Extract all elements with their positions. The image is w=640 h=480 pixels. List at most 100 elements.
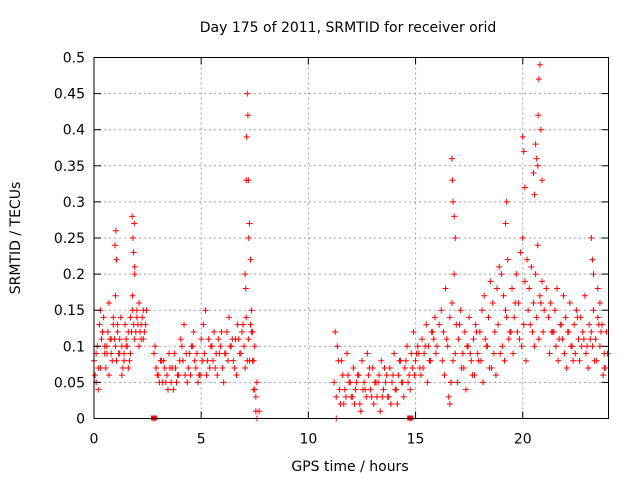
data-point	[418, 336, 425, 343]
data-point	[562, 314, 569, 321]
data-point	[349, 393, 356, 400]
data-point	[445, 393, 452, 400]
data-point	[377, 408, 384, 415]
data-point	[178, 343, 185, 350]
data-point	[223, 328, 230, 335]
x-axis-title: GPS time / hours	[291, 459, 408, 475]
data-point	[199, 357, 206, 364]
data-point	[457, 307, 464, 314]
data-point	[356, 401, 363, 408]
data-point	[539, 278, 546, 285]
data-point	[207, 343, 214, 350]
data-point	[566, 299, 573, 306]
data-point	[449, 177, 456, 184]
data-point	[247, 321, 254, 328]
data-point	[438, 307, 445, 314]
data-point	[555, 357, 562, 364]
data-point	[212, 364, 219, 371]
data-point	[370, 401, 377, 408]
data-point	[459, 350, 466, 357]
data-point	[557, 321, 564, 328]
data-point	[123, 343, 130, 350]
data-point	[421, 350, 428, 357]
data-point	[531, 343, 538, 350]
data-point	[502, 220, 509, 227]
data-point	[209, 357, 216, 364]
data-point	[536, 61, 543, 68]
data-point	[366, 364, 373, 371]
data-point	[575, 336, 582, 343]
data-point	[247, 256, 254, 263]
data-point	[251, 386, 258, 393]
data-point	[173, 379, 180, 386]
data-point	[167, 364, 174, 371]
data-point	[543, 285, 550, 292]
data-point	[533, 155, 540, 162]
data-point	[372, 379, 379, 386]
data-point	[99, 328, 106, 335]
data-point	[252, 393, 259, 400]
data-point	[219, 364, 226, 371]
data-point	[129, 292, 136, 299]
data-point	[449, 155, 456, 162]
data-point	[521, 278, 528, 285]
data-point	[472, 321, 479, 328]
data-point	[246, 220, 253, 227]
data-point	[192, 364, 199, 371]
data-points	[91, 61, 611, 422]
data-point	[363, 393, 370, 400]
data-point	[112, 343, 119, 350]
data-point	[101, 343, 108, 350]
data-point	[601, 364, 608, 371]
data-point	[574, 314, 581, 321]
y-tick-label: 0.4	[63, 123, 85, 139]
data-point	[417, 372, 424, 379]
data-point	[410, 328, 417, 335]
data-point	[480, 379, 487, 386]
data-point	[203, 372, 210, 379]
data-point	[121, 357, 128, 364]
data-point	[402, 357, 409, 364]
data-point	[451, 213, 458, 220]
data-point	[567, 343, 574, 350]
data-point	[114, 321, 121, 328]
x-tick-label: 20	[514, 432, 532, 448]
data-point	[531, 191, 538, 198]
data-point	[503, 314, 510, 321]
data-point	[226, 314, 233, 321]
y-tick-label: 0.15	[54, 303, 85, 319]
data-point	[490, 350, 497, 357]
data-point	[170, 386, 177, 393]
data-point	[158, 357, 165, 364]
data-point	[395, 372, 402, 379]
data-point	[592, 336, 599, 343]
data-point	[458, 364, 465, 371]
data-point	[103, 350, 110, 357]
data-point	[116, 350, 123, 357]
data-point	[332, 328, 339, 335]
data-point	[450, 357, 457, 364]
data-point	[125, 364, 132, 371]
data-point	[331, 379, 338, 386]
data-point	[224, 357, 231, 364]
data-point	[561, 350, 568, 357]
data-point	[512, 299, 519, 306]
data-point	[563, 364, 570, 371]
data-point	[242, 285, 249, 292]
data-point	[127, 314, 134, 321]
data-point	[177, 336, 184, 343]
data-point	[243, 133, 250, 140]
data-point	[456, 321, 463, 328]
data-point	[511, 314, 518, 321]
data-point	[540, 328, 547, 335]
data-point	[127, 350, 134, 357]
data-point	[197, 372, 204, 379]
data-point	[241, 343, 248, 350]
data-point	[379, 393, 386, 400]
data-point	[492, 372, 499, 379]
data-point	[590, 307, 597, 314]
data-point	[462, 386, 469, 393]
data-point	[461, 328, 468, 335]
data-point	[341, 386, 348, 393]
